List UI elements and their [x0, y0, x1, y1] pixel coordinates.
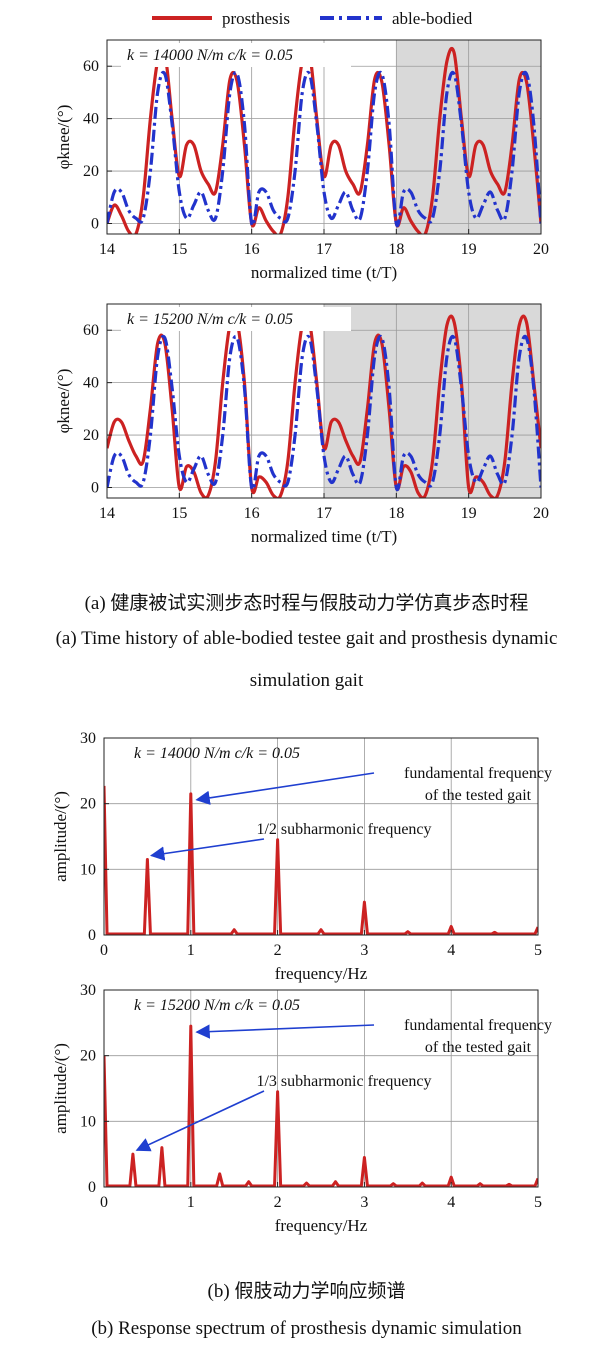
chart-panel-b-top	[103, 737, 539, 936]
caption-a-chinese: (a) 健康被试实测步态时程与假肢动力学仿真步态时程	[84, 593, 529, 614]
x-tick-label: 17	[316, 505, 332, 522]
x-tick-label: 5	[534, 942, 542, 959]
x-tick-label: 20	[533, 505, 549, 522]
series-spectrum-line	[104, 785, 538, 935]
x-tick-label: 14	[99, 241, 115, 258]
y-tick-label: 20	[80, 796, 96, 813]
x-tick-label: 20	[533, 241, 549, 258]
series-able-bodied-line	[107, 334, 541, 492]
x-tick-label: 2	[274, 942, 282, 959]
data-layer	[104, 1024, 538, 1187]
x-tick-label: 15	[171, 505, 187, 522]
y-tick-label: 0	[91, 480, 99, 497]
x-tick-label: 4	[447, 942, 455, 959]
plot-frame	[103, 989, 539, 1188]
y-tick-label: 0	[91, 216, 99, 233]
series-spectrum-line	[104, 1024, 538, 1187]
chart-panel-b-bottom	[103, 989, 539, 1188]
y-tick-label: 20	[83, 163, 99, 180]
x-tick-label: 17	[316, 241, 332, 258]
caption-b-chinese: (b) 假肢动力学响应频谱	[207, 1281, 406, 1302]
x-tick-label: 18	[388, 505, 404, 522]
y-tick-label: 10	[80, 1113, 96, 1130]
x-tick-label: 19	[461, 241, 477, 258]
y-tick-label: 30	[80, 982, 96, 999]
x-axis-label: normalized time (t/T)	[251, 263, 397, 282]
y-axis-label: amplitude/(°)	[51, 791, 70, 882]
y-tick-label: 30	[80, 730, 96, 747]
caption-a-english-line2: simulation gait	[249, 670, 364, 691]
y-tick-label: 40	[83, 111, 99, 128]
x-tick-label: 16	[244, 505, 260, 522]
x-axis-label: frequency/Hz	[275, 964, 368, 983]
x-tick-label: 0	[100, 1194, 108, 1211]
x-tick-label: 18	[388, 241, 404, 258]
y-axis-label: φknee/(°)	[54, 105, 73, 170]
y-tick-label: 60	[83, 322, 99, 339]
legend-able-bodied-label: able-bodied	[392, 9, 473, 28]
x-tick-label: 19	[461, 505, 477, 522]
y-axis-label: φknee/(°)	[54, 369, 73, 434]
y-tick-label: 0	[88, 1179, 96, 1196]
subharmonic-frequency-label: 1/2 subharmonic frequency	[256, 821, 431, 838]
x-tick-label: 5	[534, 1194, 542, 1211]
x-tick-label: 2	[274, 1194, 282, 1211]
parameter-annotation: k = 14000 N/m c/k = 0.05	[134, 745, 300, 762]
x-tick-label: 4	[447, 1194, 455, 1211]
x-tick-label: 1	[187, 942, 195, 959]
y-tick-label: 20	[80, 1048, 96, 1065]
chart-panel-a-bottom	[106, 303, 542, 499]
chart-panel-a-top	[106, 39, 542, 235]
data-layer	[107, 46, 541, 234]
plot-frame	[103, 737, 539, 936]
x-tick-label: 3	[360, 1194, 368, 1211]
annotation-background	[121, 43, 351, 67]
fundamental-frequency-arrow	[195, 1024, 375, 1039]
x-axis-label: normalized time (t/T)	[251, 527, 397, 546]
x-tick-label: 1	[187, 1194, 195, 1211]
annotation-background	[121, 307, 351, 331]
x-tick-label: 3	[360, 942, 368, 959]
parameter-annotation: k = 15200 N/m c/k = 0.05	[134, 997, 300, 1014]
data-layer	[107, 314, 541, 498]
caption-a-english-line1: (a) Time history of able-bodied testee g…	[55, 628, 558, 649]
y-tick-label: 60	[83, 58, 99, 75]
legend-prosthesis-label: prosthesis	[222, 9, 290, 28]
fundamental-frequency-label-line2: of the tested gait	[425, 787, 532, 804]
y-tick-label: 0	[88, 927, 96, 944]
x-tick-label: 15	[171, 241, 187, 258]
parameter-annotation: k = 15200 N/m c/k = 0.05	[127, 311, 293, 328]
data-layer	[104, 785, 538, 935]
x-tick-label: 14	[99, 505, 115, 522]
y-tick-label: 10	[80, 861, 96, 878]
series-prosthesis-line	[107, 314, 541, 498]
x-axis-label: frequency/Hz	[275, 1216, 368, 1235]
x-tick-label: 16	[244, 241, 260, 258]
subharmonic-frequency-label: 1/3 subharmonic frequency	[256, 1073, 431, 1090]
y-axis-label: amplitude/(°)	[51, 1043, 70, 1134]
fundamental-frequency-arrow	[195, 772, 375, 805]
x-tick-label: 0	[100, 942, 108, 959]
series-prosthesis-line	[107, 46, 541, 234]
caption-b-english: (b) Response spectrum of prosthesis dyna…	[91, 1318, 522, 1339]
fundamental-frequency-label: fundamental frequency	[404, 1017, 552, 1034]
y-tick-label: 20	[83, 427, 99, 444]
parameter-annotation: k = 14000 N/m c/k = 0.05	[127, 47, 293, 64]
series-able-bodied-line	[107, 70, 541, 228]
subharmonic-frequency-arrow	[135, 1090, 265, 1152]
subharmonic-frequency-arrow	[149, 838, 265, 861]
y-tick-label: 40	[83, 375, 99, 392]
fundamental-frequency-label: fundamental frequency	[404, 765, 552, 782]
fundamental-frequency-label-line2: of the tested gait	[425, 1039, 532, 1056]
